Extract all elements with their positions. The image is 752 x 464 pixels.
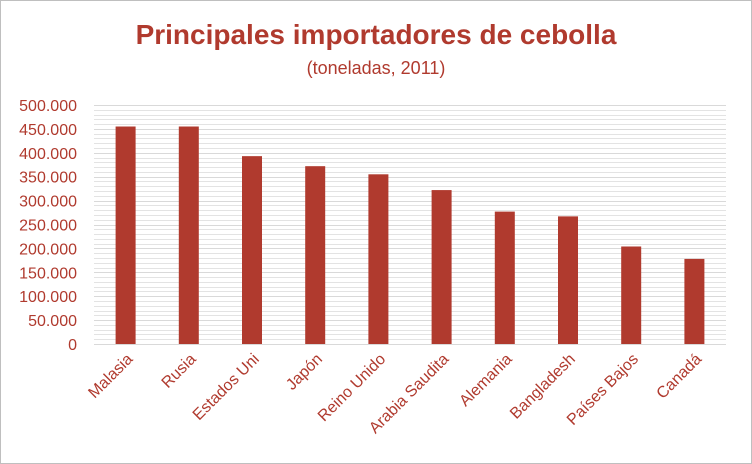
bar-bangladesh	[558, 216, 578, 344]
bar-arabia-saudita	[431, 190, 452, 344]
bar-estados-uni	[242, 156, 262, 344]
bar-rusia	[178, 126, 199, 344]
y-tick-label: 50.000	[28, 313, 77, 330]
chart-title: Principales importadores de cebolla	[135, 19, 617, 50]
y-tick-label: 150.000	[19, 265, 77, 282]
chart-subtitle: (toneladas, 2011)	[306, 58, 446, 78]
y-tick-label: 250.000	[19, 218, 77, 235]
y-tick-label: 450.000	[19, 122, 77, 139]
x-tick-label: Alemania	[456, 351, 515, 410]
x-tick-label: Malasia	[85, 351, 136, 402]
y-tick-label: 0	[68, 337, 77, 354]
y-tick-label: 200.000	[19, 241, 77, 258]
x-tick-label: Rusia	[159, 351, 200, 392]
y-tick-label: 100.000	[19, 289, 77, 306]
bar-japón	[305, 166, 326, 344]
bar-reino-unido	[368, 174, 389, 344]
bar-países-bajos	[621, 246, 642, 344]
bar-alemania	[494, 211, 515, 344]
bar-malasia	[115, 126, 136, 344]
y-tick-label: 400.000	[19, 146, 77, 163]
y-tick-label: 500.000	[19, 98, 77, 115]
y-tick-label: 350.000	[19, 170, 77, 187]
x-tick-label: Japón	[283, 351, 326, 394]
bar-canadá	[684, 258, 705, 344]
y-tick-label: 300.000	[19, 194, 77, 211]
x-tick-label: Estados Uni	[190, 351, 263, 424]
x-tick-label: Canadá	[654, 351, 706, 403]
